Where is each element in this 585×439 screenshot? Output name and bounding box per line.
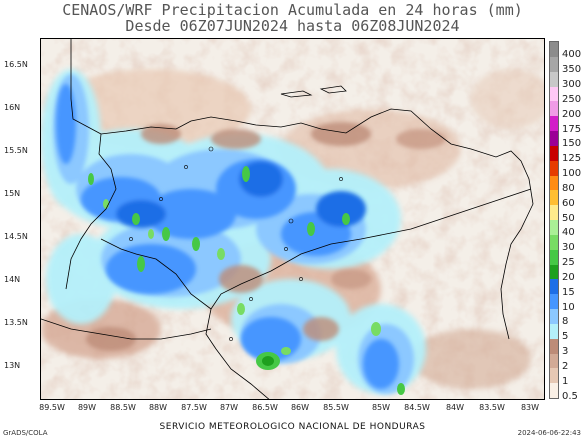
precipitation-map: [40, 38, 545, 400]
colorbar-label: 80: [562, 182, 575, 194]
x-tick-label: 83W: [520, 403, 540, 412]
colorbar-segment: [550, 338, 558, 354]
colorbar-segment: [550, 56, 558, 73]
x-tick-label: 85W: [371, 403, 391, 412]
colorbar-label: 15: [562, 286, 575, 298]
colorbar-segment: [550, 234, 558, 251]
colorbar-segment: [550, 101, 558, 117]
y-tick-label: 14N: [4, 275, 21, 284]
colorbar-label: 300: [562, 79, 582, 91]
colorbar-segment: [550, 42, 558, 58]
colorbar-segment: [550, 205, 558, 221]
colorbar-segment: [550, 71, 558, 87]
colorbar-segment: [550, 309, 558, 325]
colorbar-segment: [550, 264, 558, 280]
y-tick-label: 14.5N: [4, 232, 28, 241]
city-markers: [129, 146, 343, 341]
colorbar-segment: [550, 160, 558, 176]
x-tick-label: 88.5W: [110, 403, 136, 412]
colorbar-segment: [550, 116, 558, 132]
map-title: CENAOS/WRF Precipitacion Acumulada en 24…: [62, 1, 523, 19]
colorbar-segment: [550, 175, 558, 191]
x-tick-label: 88W: [148, 403, 168, 412]
colorbar-segment: [550, 86, 558, 102]
colorbar-label: 10: [562, 301, 575, 313]
x-tick-label: 89W: [77, 403, 97, 412]
colorbar-segment: [550, 353, 558, 369]
colorbar-segment: [550, 131, 558, 147]
x-tick-label: 84W: [445, 403, 465, 412]
colorbar-label: 250: [562, 93, 582, 105]
map-svg: [41, 39, 544, 399]
x-tick-label: 87W: [219, 403, 239, 412]
timestamp: 2024-06-06-22:43: [517, 429, 581, 437]
green-cores: [88, 166, 405, 395]
colorbar-label: 25: [562, 257, 575, 269]
colorbar-label: 5: [562, 331, 569, 343]
colorbar-segment: [550, 383, 558, 399]
y-tick-label: 15N: [4, 189, 21, 198]
software-credit: GrADS/COLA: [3, 429, 48, 437]
x-tick-label: 86.5W: [252, 403, 278, 412]
colorbar-segment: [550, 220, 558, 236]
y-tick-label: 13N: [4, 361, 21, 370]
colorbar: [549, 41, 559, 399]
colorbar-label: 20: [562, 271, 575, 283]
colorbar-label: 125: [562, 153, 582, 165]
colorbar-segment: [550, 145, 558, 162]
colorbar-segment: [550, 294, 558, 310]
x-tick-label: 83.5W: [479, 403, 505, 412]
colorbar-label: 1: [562, 375, 569, 387]
colorbar-label: 2: [562, 360, 569, 372]
borders: [41, 39, 534, 399]
y-tick-label: 13.5N: [4, 318, 28, 327]
colorbar-label: 3: [562, 346, 569, 358]
map-subtitle: Desde 06Z07JUN2024 hasta 06Z08JUN2024: [125, 17, 460, 35]
agency-name: SERVICIO METEOROLOGICO NACIONAL DE HONDU…: [159, 422, 426, 432]
colorbar-segment: [550, 249, 558, 265]
x-tick-label: 86W: [290, 403, 310, 412]
x-tick-label: 87.5W: [181, 403, 207, 412]
colorbar-label: 350: [562, 64, 582, 76]
colorbar-label: 400: [562, 49, 582, 61]
colorbar-label: 200: [562, 108, 582, 120]
colorbar-segment: [550, 323, 558, 340]
x-tick-label: 89.5W: [39, 403, 65, 412]
x-tick-label: 85.5W: [323, 403, 349, 412]
colorbar-label: 8: [562, 316, 569, 328]
colorbar-label: 150: [562, 138, 582, 150]
colorbar-segment: [550, 279, 558, 295]
colorbar-label: 60: [562, 197, 575, 209]
colorbar-label: 50: [562, 212, 575, 224]
colorbar-label: 40: [562, 227, 575, 239]
y-tick-label: 15.5N: [4, 146, 28, 155]
colorbar-label: 175: [562, 123, 582, 135]
colorbar-label: 100: [562, 168, 582, 180]
colorbar-label: 30: [562, 242, 575, 254]
y-tick-label: 16N: [4, 103, 21, 112]
y-tick-label: 16.5N: [4, 60, 28, 69]
blue-areas: [56, 84, 399, 389]
brown-patches: [86, 122, 446, 351]
colorbar-segment: [550, 190, 558, 206]
colorbar-segment: [550, 368, 558, 384]
colorbar-label: 0.5: [562, 390, 578, 402]
x-tick-label: 84.5W: [404, 403, 430, 412]
